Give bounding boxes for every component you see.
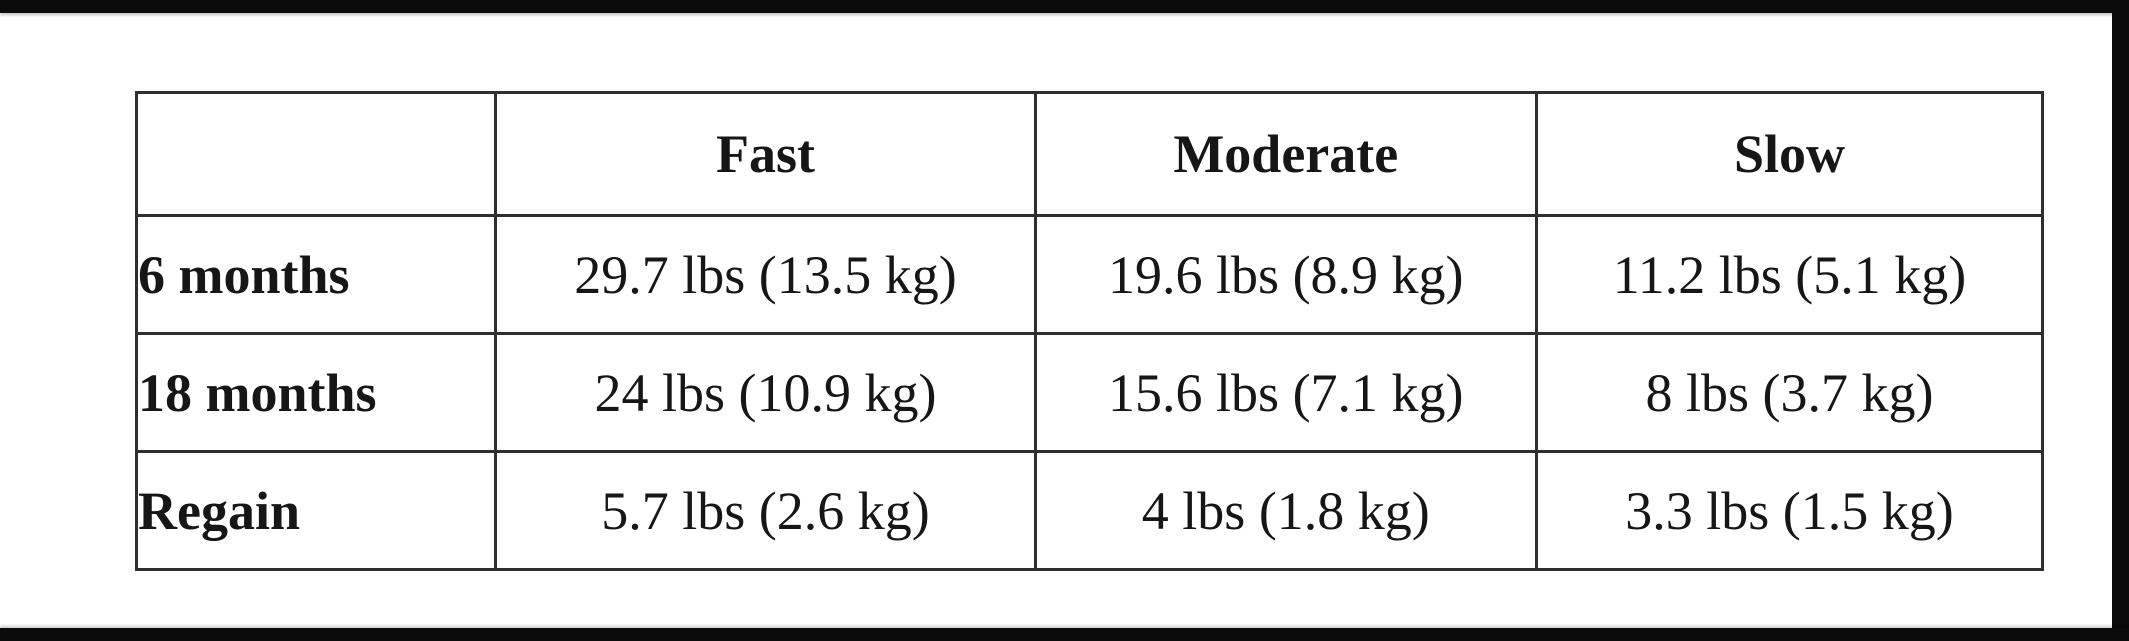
column-header-fast: Fast (494, 91, 1037, 217)
column-header-moderate: Moderate (1033, 91, 1538, 217)
table-row: 6 months 29.7 lbs (13.5 kg) 19.6 lbs (8.… (134, 214, 2045, 335)
row-header-6-months: 6 months (134, 214, 498, 335)
cell-18months-slow: 8 lbs (3.7 kg) (1534, 332, 2045, 453)
weight-loss-table: Fast Moderate Slow 6 months 29.7 lbs (13… (134, 91, 2045, 571)
table-row: Regain 5.7 lbs (2.6 kg) 4 lbs (1.8 kg) 3… (134, 450, 2045, 571)
cell-18months-moderate: 15.6 lbs (7.1 kg) (1033, 332, 1538, 453)
letterbox-bar-right (2112, 0, 2129, 641)
row-header-18-months: 18 months (134, 332, 498, 453)
letterbox-bar-bottom (0, 628, 2129, 641)
cell-regain-moderate: 4 lbs (1.8 kg) (1033, 450, 1538, 571)
letterbox-bar-top (0, 0, 2129, 13)
cell-6months-moderate: 19.6 lbs (8.9 kg) (1033, 214, 1538, 335)
cell-18months-fast: 24 lbs (10.9 kg) (494, 332, 1037, 453)
table-header-row: Fast Moderate Slow (134, 91, 2045, 217)
cell-regain-slow: 3.3 lbs (1.5 kg) (1534, 450, 2045, 571)
corner-cell (134, 91, 498, 217)
column-header-slow: Slow (1534, 91, 2045, 217)
cell-6months-fast: 29.7 lbs (13.5 kg) (494, 214, 1037, 335)
cell-6months-slow: 11.2 lbs (5.1 kg) (1534, 214, 2045, 335)
cell-regain-fast: 5.7 lbs (2.6 kg) (494, 450, 1037, 571)
table-row: 18 months 24 lbs (10.9 kg) 15.6 lbs (7.1… (134, 332, 2045, 453)
row-header-regain: Regain (134, 450, 498, 571)
